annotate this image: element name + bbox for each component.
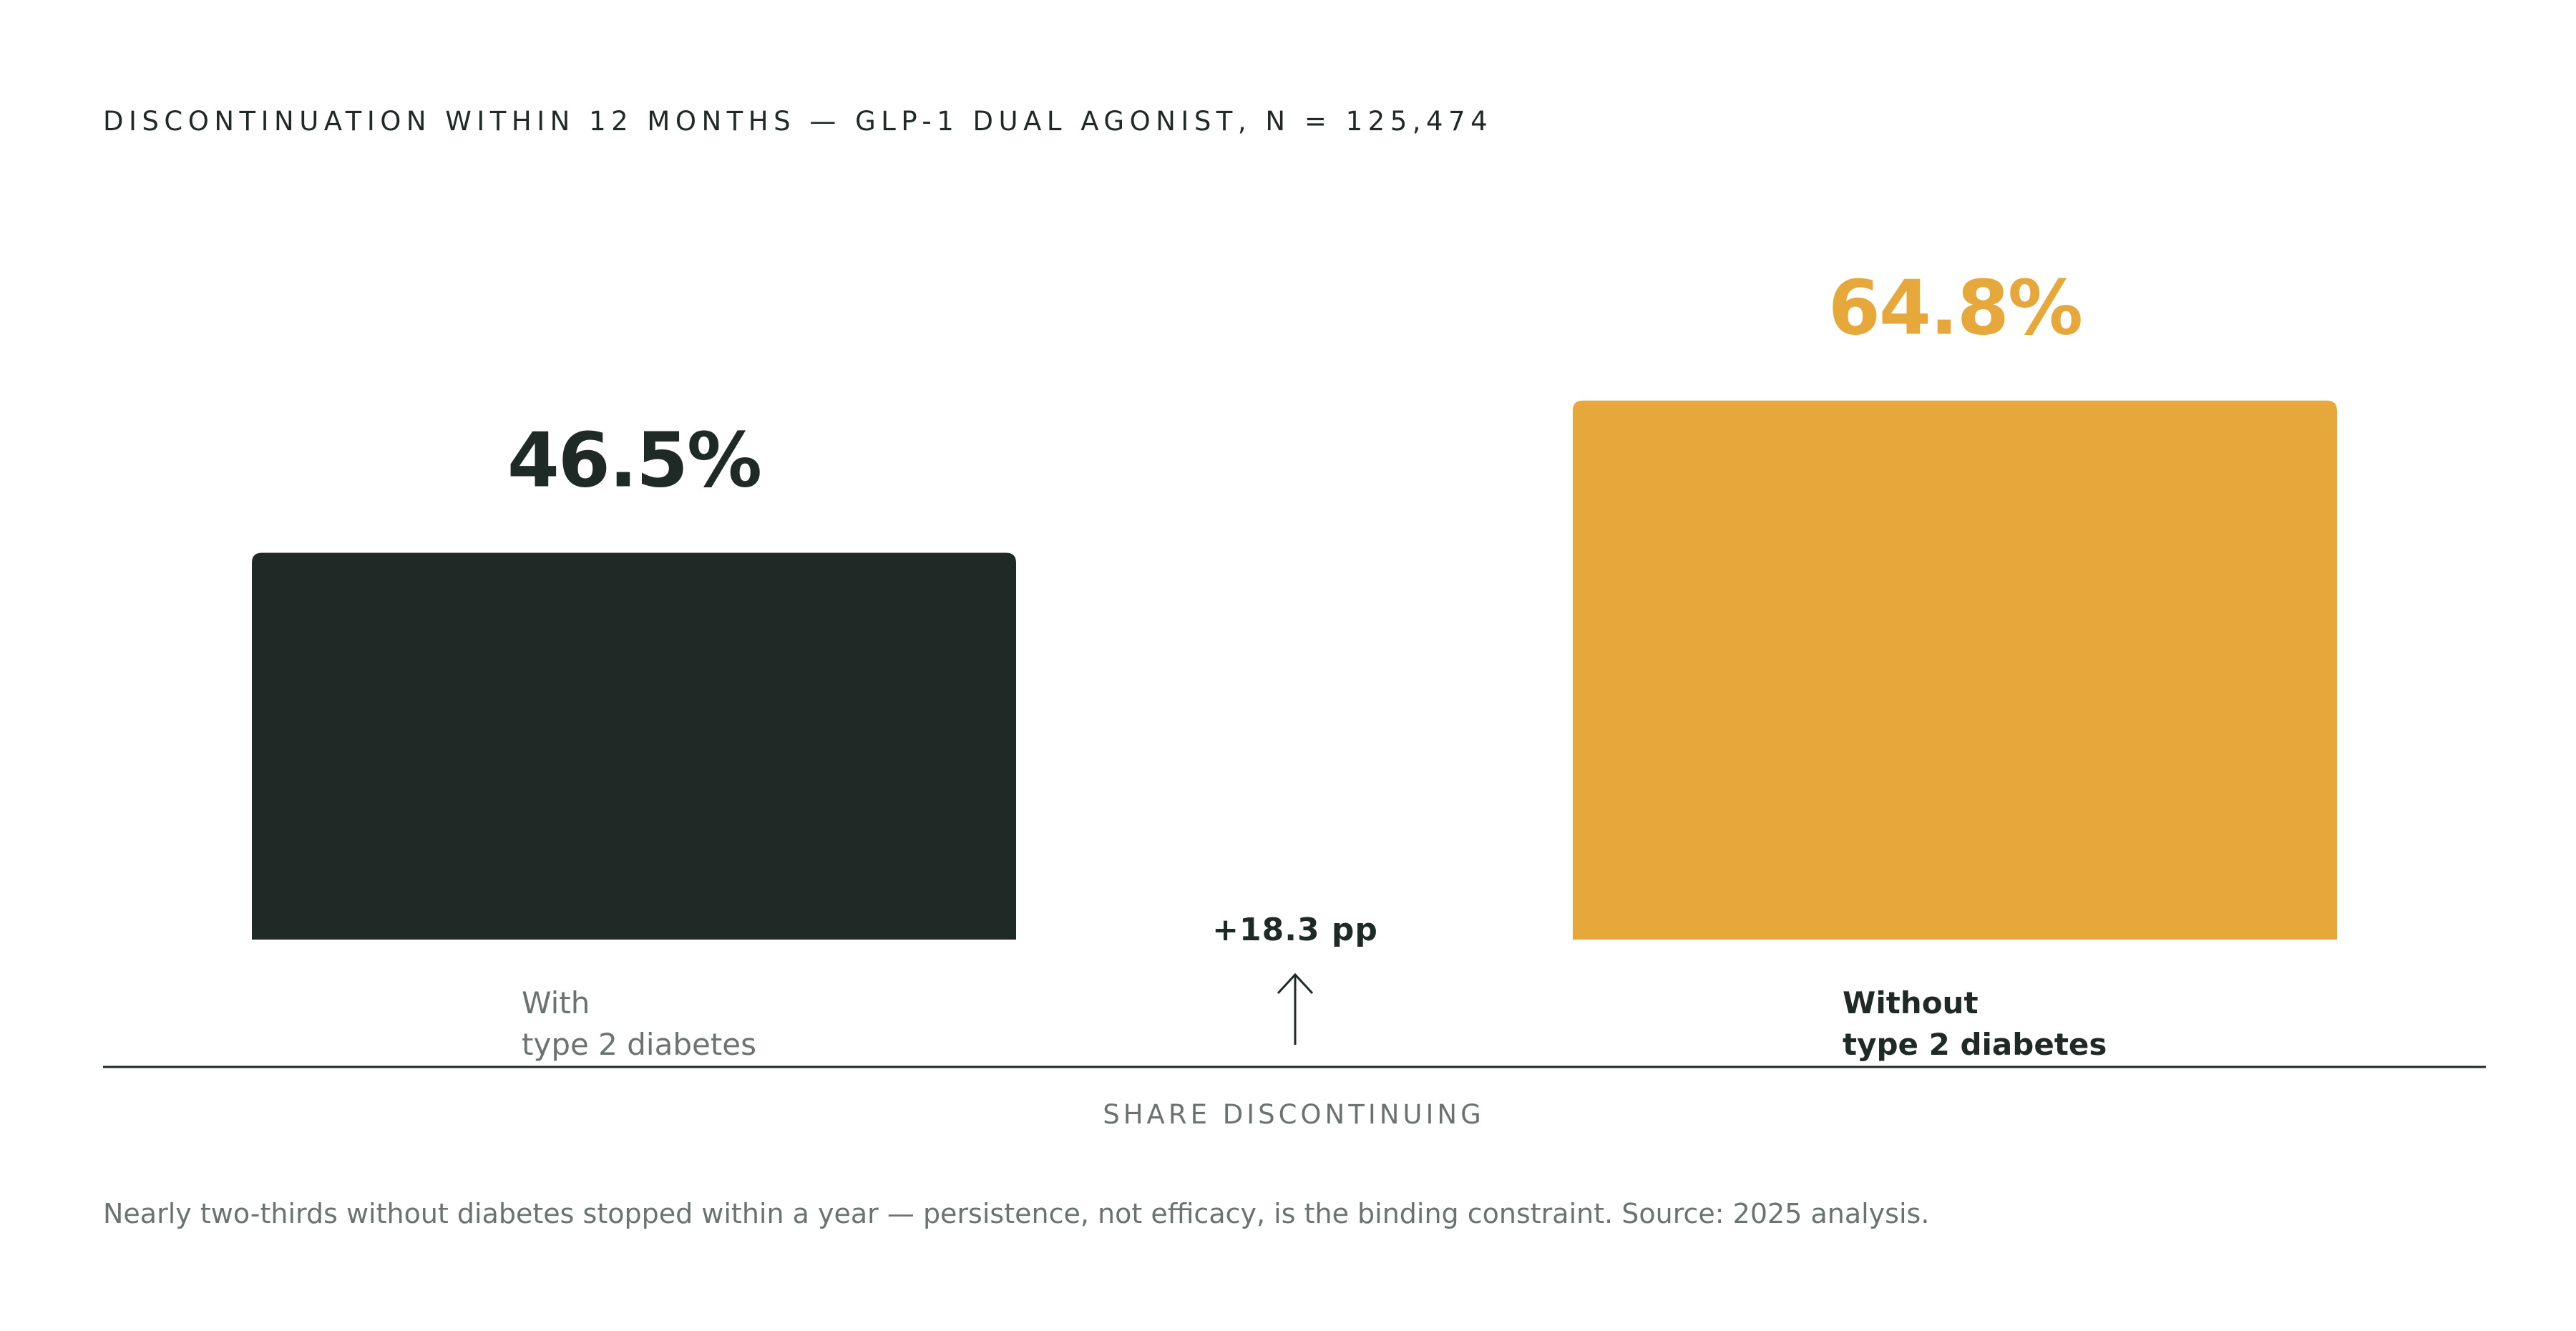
arrow-up-icon [1277, 972, 1314, 995]
chart-title: DISCONTINUATION WITHIN 12 MONTHS — GLP-1… [103, 106, 1493, 137]
category-label-without-line2: type 2 diabetes [1843, 1027, 2107, 1062]
bar-with-diabetes [252, 552, 1016, 940]
footnote: Nearly two-thirds without diabetes stopp… [103, 1198, 1930, 1229]
bar-without-diabetes [1573, 400, 2337, 940]
category-label-with-line2: type 2 diabetes [522, 1027, 756, 1062]
category-label-with-line1: With [522, 985, 590, 1020]
difference-label: +18.3 pp [1212, 912, 1378, 948]
category-label-without-line1: Without [1843, 985, 1979, 1020]
x-axis-title: SHARE DISCONTINUING [1103, 1099, 1485, 1130]
value-label-without-diabetes: 64.8% [1828, 265, 2082, 352]
value-label-with-diabetes: 46.5% [507, 416, 761, 504]
